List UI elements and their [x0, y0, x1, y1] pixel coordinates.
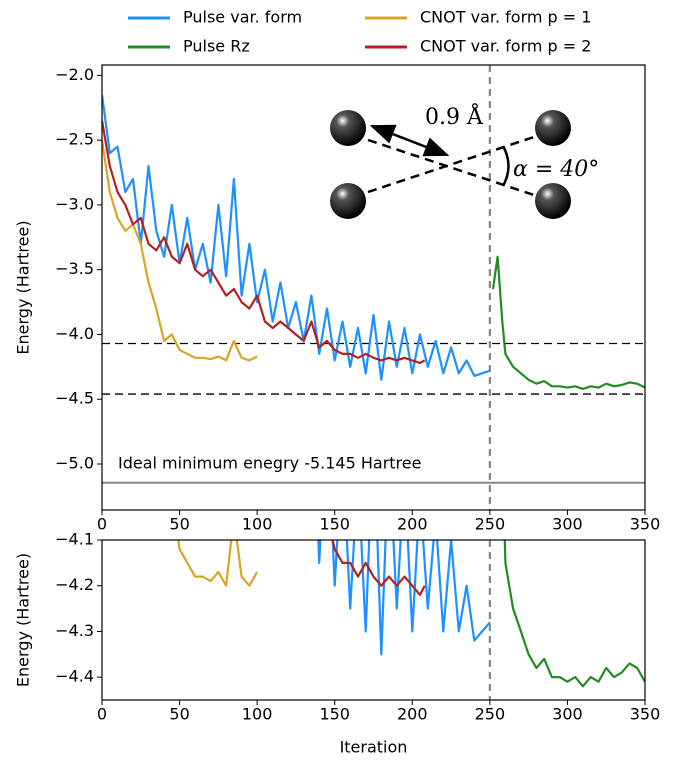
y-tick-label: −3.5 [55, 259, 94, 278]
series-line [318, 540, 426, 596]
y-tick-label: −4.3 [55, 621, 94, 640]
y-tick-label: −3.0 [55, 194, 94, 213]
series-line [317, 540, 491, 656]
x-tick-label: 300 [552, 515, 583, 534]
y-tick-label: −4.0 [55, 324, 94, 343]
y-axis-label: Energy (Hartree) [14, 220, 33, 354]
x-tick-label: 250 [475, 705, 506, 724]
series-line [102, 139, 258, 362]
plot-layer: 0 50 100 150 200 250 300 350 −2.0 −2.5 −3.0 −3.5 −4.… [14, 8, 661, 757]
x-tick-label: 250 [475, 515, 506, 534]
y-tick-label: −2.5 [55, 130, 94, 149]
legend-label: CNOT var. form p = 2 [420, 37, 591, 56]
y-tick-label: −5.0 [55, 454, 94, 473]
series-line [503, 540, 645, 688]
legend-label: Pulse var. form [183, 8, 302, 27]
y-tick-label: −2.0 [55, 65, 94, 84]
plot-area [102, 65, 645, 510]
x-tick-label: 50 [169, 515, 189, 534]
x-tick-label: 150 [319, 705, 350, 724]
y-tick-label: −4.5 [55, 389, 94, 408]
y-tick-label: −4.4 [55, 667, 94, 686]
x-tick-label: 100 [242, 705, 273, 724]
x-tick-label: 0 [97, 515, 107, 534]
x-tick-label: 350 [630, 705, 661, 724]
x-tick-label: 50 [169, 705, 189, 724]
molecule-diagram [330, 110, 571, 219]
legend-label: Pulse Rz [183, 37, 250, 56]
axes-frame [101, 539, 646, 701]
legend-label: CNOT var. form p = 1 [420, 8, 591, 27]
x-tick-label: 200 [397, 705, 428, 724]
series-line [491, 255, 645, 390]
series-line [177, 540, 259, 587]
y-tick-label: −4.1 [55, 530, 94, 549]
annotation: Ideal minimum enegry -5.145 Hartree [118, 454, 421, 473]
axes-frame [101, 64, 646, 511]
series-line [102, 120, 426, 365]
x-tick-label: 200 [397, 515, 428, 534]
x-tick-label: 100 [242, 515, 273, 534]
y-tick-label: −4.2 [55, 575, 94, 594]
series-line [102, 94, 491, 381]
x-tick-label: 0 [97, 705, 107, 724]
x-tick-label: 350 [630, 515, 661, 534]
angle-label: α = 40° [513, 157, 599, 182]
x-tick-label: 300 [552, 705, 583, 724]
bond-label: 0.9 Å [425, 102, 484, 130]
x-tick-label: 150 [319, 515, 350, 534]
plot-area [177, 540, 645, 700]
y-axis-label: Energy (Hartree) [14, 553, 33, 687]
x-axis-label: Iteration [340, 738, 408, 757]
